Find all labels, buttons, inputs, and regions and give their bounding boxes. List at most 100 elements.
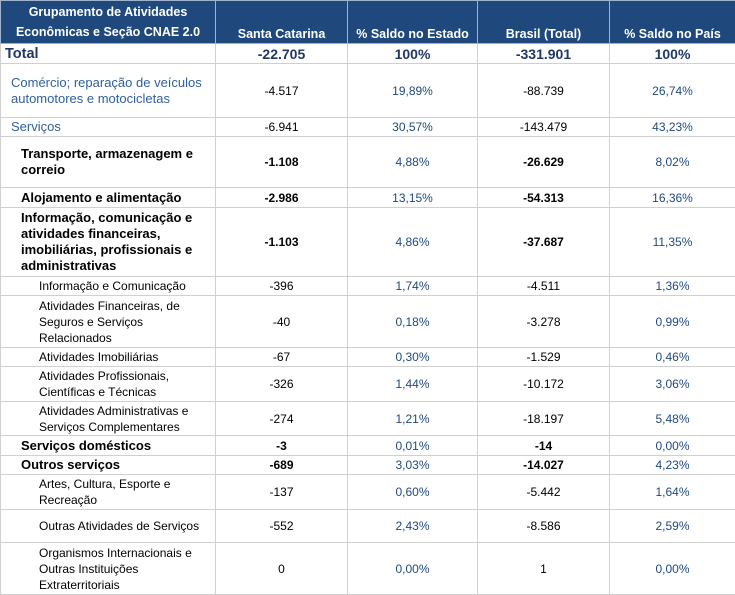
cell: -331.901	[478, 44, 610, 64]
cell: -326	[216, 367, 348, 402]
cell: 4,88%	[348, 137, 478, 188]
row-label: Outras Atividades de Serviços	[1, 510, 216, 543]
table-row: Atividades Financeiras, de Seguros e Ser…	[1, 296, 735, 348]
cell: -2.986	[216, 188, 348, 208]
cell: 0,30%	[348, 348, 478, 367]
cell: 1,21%	[348, 402, 478, 436]
cell: -5.442	[478, 475, 610, 510]
cell: -396	[216, 277, 348, 296]
cell: -3.278	[478, 296, 610, 348]
cell: -10.172	[478, 367, 610, 402]
cell: 8,02%	[610, 137, 735, 188]
cell: 11,35%	[610, 208, 735, 277]
row-label: Outros serviços	[1, 456, 216, 475]
table-row: Organismos Internacionais e Outras Insti…	[1, 543, 735, 595]
cell: -1.108	[216, 137, 348, 188]
header-cell: Brasil (Total)	[478, 1, 610, 44]
cell: 0,18%	[348, 296, 478, 348]
cell: 0,01%	[348, 436, 478, 456]
row-label: Organismos Internacionais e Outras Insti…	[1, 543, 216, 595]
cell: 19,89%	[348, 64, 478, 118]
header-cell: % Saldo no País	[610, 1, 735, 44]
row-label: Total	[1, 44, 216, 64]
row-label: Atividades Imobiliárias	[1, 348, 216, 367]
row-label: Informação, comunicação e atividades fin…	[1, 208, 216, 277]
cell: -4.511	[478, 277, 610, 296]
header-row: Grupamento de Atividades Econômicas e Se…	[1, 1, 735, 44]
cell: 30,57%	[348, 118, 478, 137]
cell: -1.529	[478, 348, 610, 367]
cell: 1	[478, 543, 610, 595]
cell: 2,43%	[348, 510, 478, 543]
cell: 100%	[348, 44, 478, 64]
cell: -18.197	[478, 402, 610, 436]
cell: -689	[216, 456, 348, 475]
cell: 4,86%	[348, 208, 478, 277]
cell: -37.687	[478, 208, 610, 277]
cell: 43,23%	[610, 118, 735, 137]
cell: 2,59%	[610, 510, 735, 543]
cell: 0	[216, 543, 348, 595]
cell: 0,46%	[610, 348, 735, 367]
table-row: Informação, comunicação e atividades fin…	[1, 208, 735, 277]
cell: -6.941	[216, 118, 348, 137]
header-cell: Grupamento de Atividades Econômicas e Se…	[1, 1, 216, 44]
header-cell: Santa Catarina	[216, 1, 348, 44]
cell: -1.103	[216, 208, 348, 277]
row-label: Alojamento e alimentação	[1, 188, 216, 208]
cell: 100%	[610, 44, 735, 64]
row-label: Serviços domésticos	[1, 436, 216, 456]
row-label: Atividades Profissionais, Científicas e …	[1, 367, 216, 402]
row-label: Serviços	[1, 118, 216, 137]
cell: 5,48%	[610, 402, 735, 436]
row-label: Transporte, armazenagem e correio	[1, 137, 216, 188]
cell: -88.739	[478, 64, 610, 118]
table-row: Atividades Profissionais, Científicas e …	[1, 367, 735, 402]
cell: 1,36%	[610, 277, 735, 296]
cell: 1,44%	[348, 367, 478, 402]
cell: -40	[216, 296, 348, 348]
cell: 26,74%	[610, 64, 735, 118]
table-row: Atividades Administrativas e Serviços Co…	[1, 402, 735, 436]
cell: -8.586	[478, 510, 610, 543]
header-cell: % Saldo no Estado	[348, 1, 478, 44]
cell: 13,15%	[348, 188, 478, 208]
cell: -26.629	[478, 137, 610, 188]
cell: 3,03%	[348, 456, 478, 475]
row-label: Comércio; reparação de veículos automoto…	[1, 64, 216, 118]
cell: 4,23%	[610, 456, 735, 475]
cell: -143.479	[478, 118, 610, 137]
cell: 3,06%	[610, 367, 735, 402]
row-label: Atividades Administrativas e Serviços Co…	[1, 402, 216, 436]
cell: 1,64%	[610, 475, 735, 510]
cell: 0,99%	[610, 296, 735, 348]
cell: -14.027	[478, 456, 610, 475]
cell: -54.313	[478, 188, 610, 208]
cell: -3	[216, 436, 348, 456]
cell: 0,00%	[610, 436, 735, 456]
cell: -274	[216, 402, 348, 436]
cell: 1,74%	[348, 277, 478, 296]
cell: 0,60%	[348, 475, 478, 510]
cell: -552	[216, 510, 348, 543]
table-row: Comércio; reparação de veículos automoto…	[1, 64, 735, 118]
cell: -22.705	[216, 44, 348, 64]
row-label: Informação e Comunicação	[1, 277, 216, 296]
cell: -4.517	[216, 64, 348, 118]
cell: 0,00%	[348, 543, 478, 595]
row-label: Atividades Financeiras, de Seguros e Ser…	[1, 296, 216, 348]
row-label: Artes, Cultura, Esporte e Recreação	[1, 475, 216, 510]
